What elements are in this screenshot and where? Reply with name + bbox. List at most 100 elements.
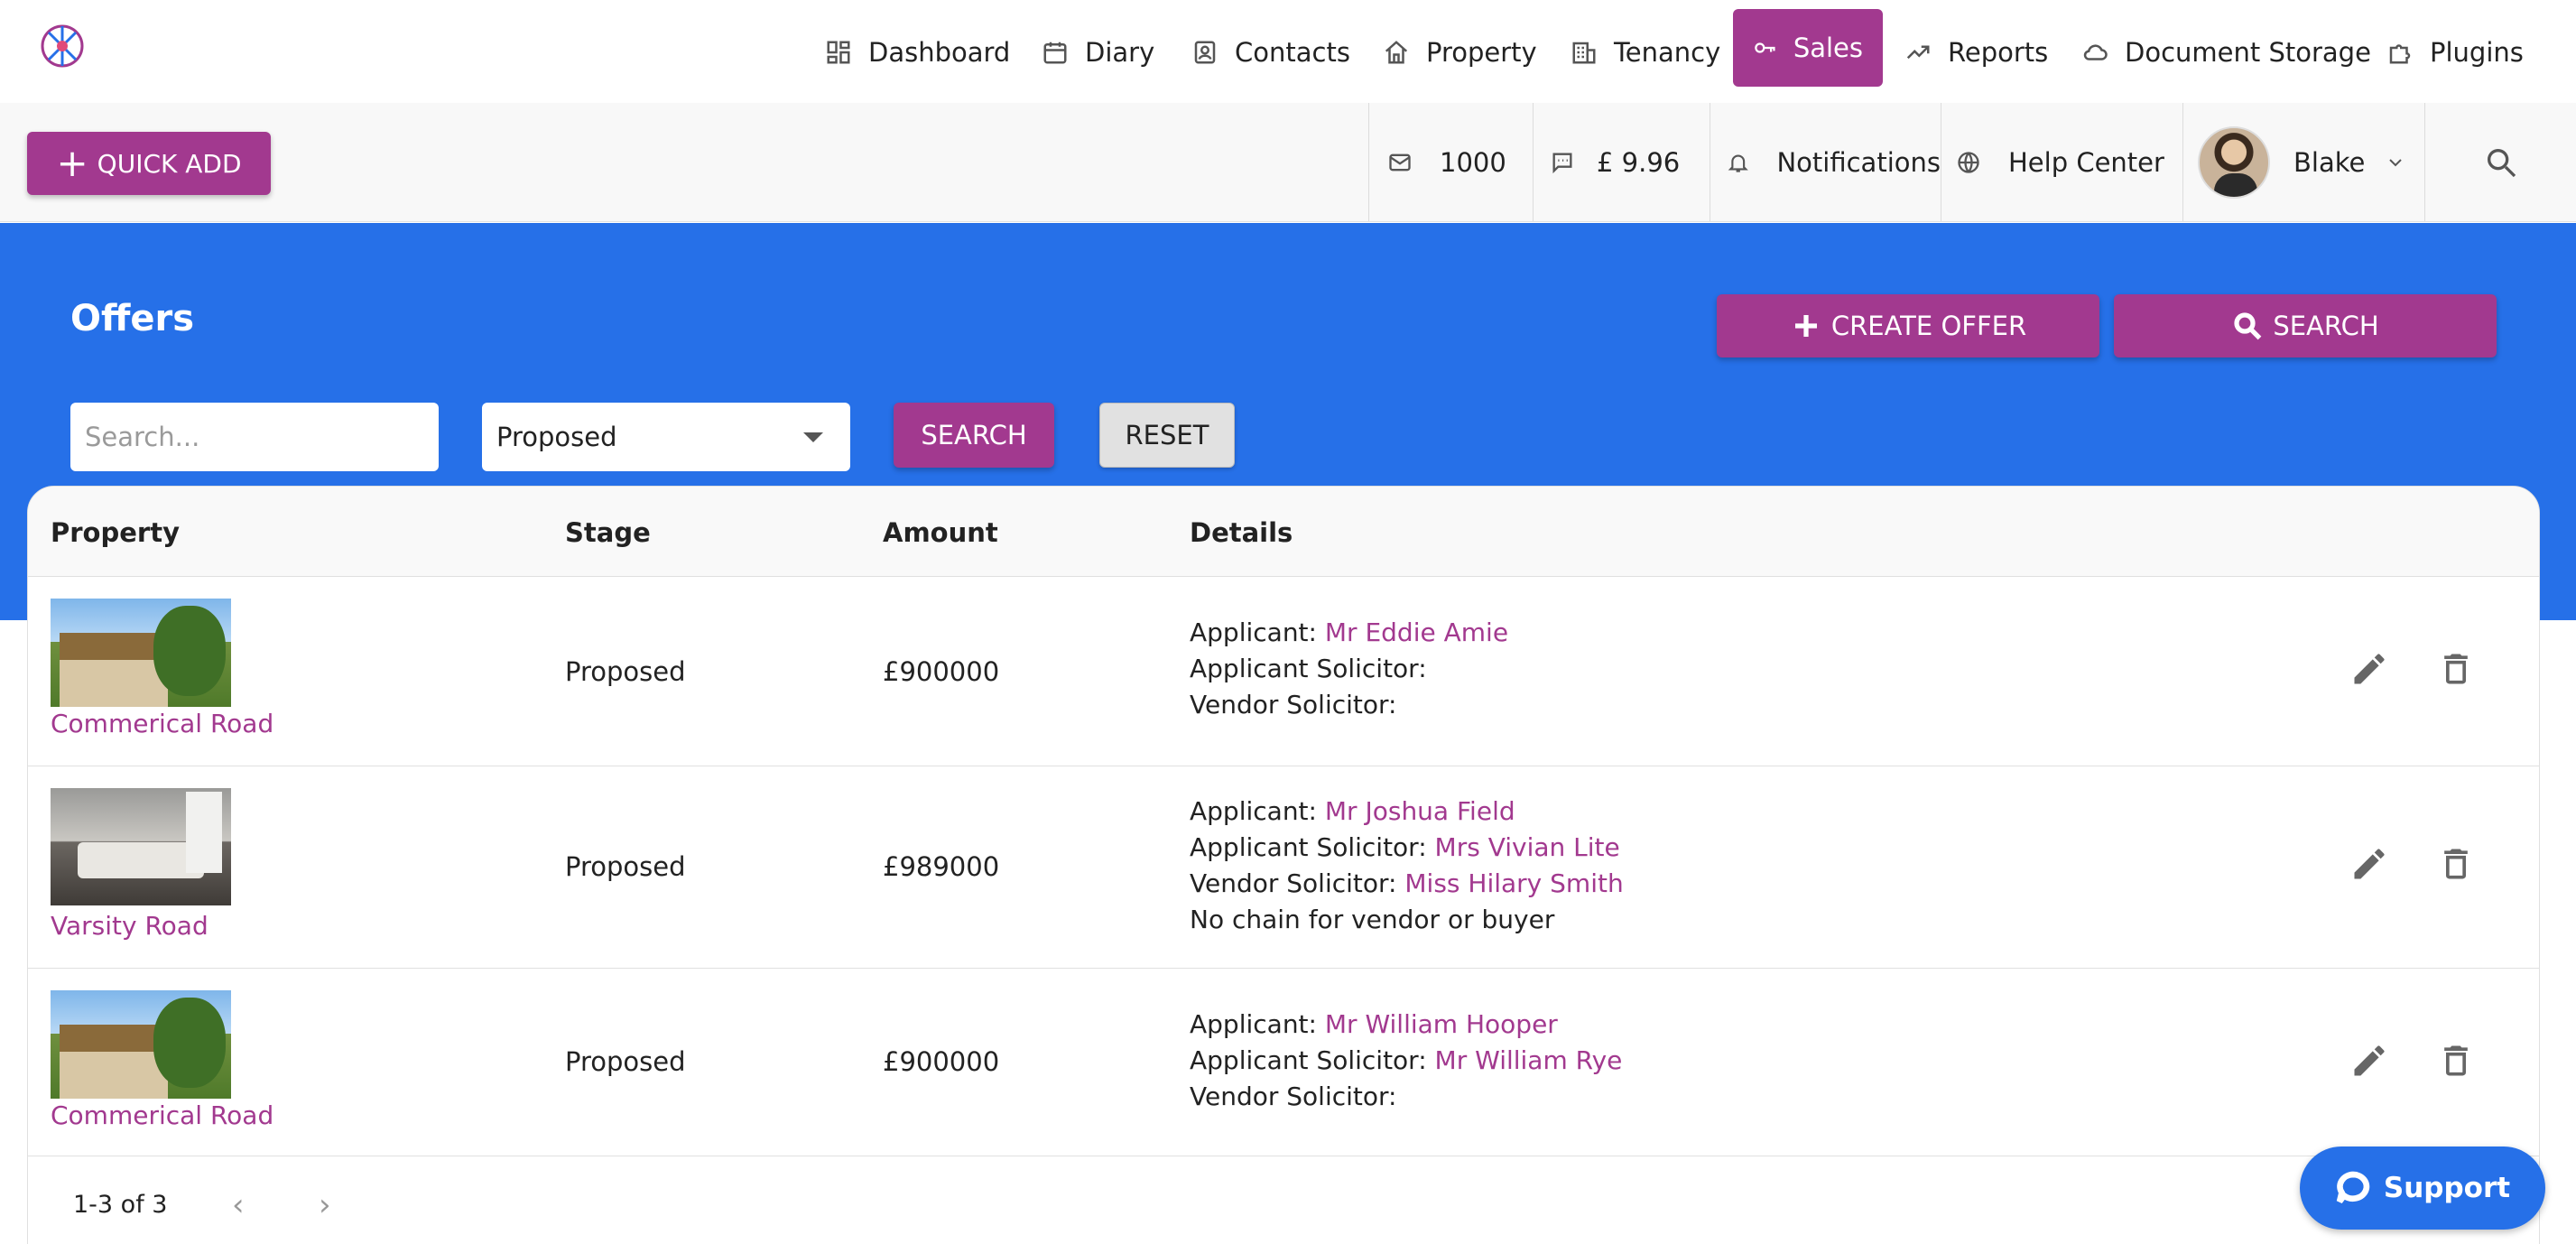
offers-table: Property Stage Amount Details Commerical… [27,486,2540,1244]
dropdown-arrow-icon [803,432,823,442]
stage-cell: Proposed [565,851,686,882]
nav-plugins-label: Plugins [2430,37,2524,68]
support-label: Support [2383,1172,2511,1204]
user-name: Blake [2293,146,2366,178]
applicant-label: Applicant: [1190,796,1317,826]
stage-filter-select[interactable]: Proposed [482,403,850,471]
amount-cell: £989000 [883,851,1000,882]
nav-property[interactable]: Property [1383,18,1537,87]
nav-sales-label: Sales [1793,32,1863,63]
nav-tenancy[interactable]: Tenancy [1571,18,1720,87]
search-offers-label: SEARCH [2273,311,2379,341]
nav-plugins[interactable]: Plugins [2386,18,2524,87]
column-header-details[interactable]: Details [1190,517,1293,548]
column-header-property[interactable]: Property [51,517,180,548]
global-search[interactable] [2424,103,2576,221]
delete-icon[interactable] [2436,844,2476,884]
user-menu[interactable]: Blake [2182,103,2424,221]
nav-document-storage-label: Document Storage [2125,37,2371,68]
previous-page-button[interactable]: ‹ [232,1187,245,1223]
vendor-solicitor-label: Vendor Solicitor: [1190,1082,1397,1111]
building-icon [1572,42,1596,64]
filter-search-button[interactable]: SEARCH [894,403,1054,468]
vendor-solicitor-link[interactable]: Miss Hilary Smith [1404,868,1624,898]
table-row[interactable]: Commerical Road Proposed £900000 Applica… [28,577,2539,766]
details-cell: Applicant: Mr Eddie Amie Applicant Solic… [1190,615,1508,723]
pagination-range: 1-3 of 3 [73,1191,168,1219]
sms-balance[interactable]: £ 9.96 [1533,103,1710,221]
details-cell: Applicant: Mr Joshua Field Applicant Sol… [1190,794,1624,938]
column-header-amount[interactable]: Amount [883,517,998,548]
create-offer-button[interactable]: CREATE OFFER [1717,294,2099,357]
property-thumbnail[interactable] [51,788,231,905]
vendor-solicitor-label: Vendor Solicitor: [1190,690,1397,719]
support-button[interactable]: Support [2300,1147,2545,1230]
dashboard-icon [827,41,850,64]
globe-icon [1958,151,1979,173]
nav-tenancy-label: Tenancy [1614,37,1721,68]
bell-icon [1728,154,1748,172]
home-icon [1385,41,1408,64]
page-title: Offers [70,298,195,339]
notifications-label: Notifications [1776,146,1941,178]
toolbar: + QUICK ADD 1000 £ 9.96 Notifications He… [0,103,2576,222]
key-icon [1755,42,1775,53]
edit-icon[interactable] [2349,649,2389,689]
delete-icon[interactable] [2436,1041,2476,1081]
reset-button[interactable]: RESET [1099,403,1235,468]
applicant-solicitor-link[interactable]: Mrs Vivian Lite [1434,832,1620,862]
property-thumbnail[interactable] [51,990,231,1099]
mail-icon [1389,153,1411,171]
chevron-down-icon [2389,158,2403,166]
plus-icon [1794,315,1817,337]
applicant-solicitor-label: Applicant Solicitor: [1190,654,1427,683]
notifications[interactable]: Notifications [1710,103,1941,221]
avatar [2198,125,2270,199]
property-thumbnail[interactable] [51,599,231,707]
edit-icon[interactable] [2349,1041,2389,1081]
nav-diary-label: Diary [1085,37,1155,68]
applicant-link[interactable]: Mr Eddie Amie [1324,617,1509,647]
contacts-icon [1194,41,1216,64]
edit-icon[interactable] [2349,844,2389,884]
property-link[interactable]: Commerical Road [51,709,274,738]
quick-add-button[interactable]: + QUICK ADD [27,132,271,195]
property-link[interactable]: Varsity Road [51,911,208,941]
reset-label: RESET [1125,420,1209,450]
nav-reports-label: Reports [1948,37,2049,68]
email-credits[interactable]: 1000 [1368,103,1533,221]
cloud-icon [2083,44,2108,60]
help-center[interactable]: Help Center [1941,103,2182,221]
nav-diary[interactable]: Diary [1042,18,1154,87]
table-header: Property Stage Amount Details [28,487,2539,577]
property-link[interactable]: Commerical Road [51,1100,274,1130]
nav-dashboard-label: Dashboard [868,37,1011,68]
search-icon [2487,148,2516,177]
stage-cell: Proposed [565,1046,686,1077]
applicant-link[interactable]: Mr Joshua Field [1324,796,1515,826]
stage-filter-value: Proposed [496,422,617,452]
stage-cell: Proposed [565,656,686,687]
applicant-link[interactable]: Mr William Hooper [1324,1009,1558,1039]
amount-cell: £900000 [883,656,1000,687]
nav-document-storage[interactable]: Document Storage [2081,18,2371,87]
app-logo[interactable] [36,20,88,72]
applicant-label: Applicant: [1190,617,1317,647]
search-offers-button[interactable]: SEARCH [2114,294,2497,357]
column-header-stage[interactable]: Stage [565,517,651,548]
nav-contacts[interactable]: Contacts [1191,18,1350,87]
next-page-button[interactable]: › [319,1187,331,1223]
applicant-solicitor-link[interactable]: Mr William Rye [1434,1045,1623,1075]
nav-sales[interactable]: Sales [1733,9,1883,87]
nav-reports[interactable]: Reports [1904,18,2048,87]
calendar-icon [1043,42,1067,64]
puzzle-icon [2389,44,2411,64]
applicant-solicitor-label: Applicant Solicitor: [1190,1045,1427,1075]
table-row[interactable]: Commerical Road Proposed £900000 Applica… [28,969,2539,1156]
sms-balance-value: £ 9.96 [1597,146,1681,178]
table-row[interactable]: Varsity Road Proposed £989000 Applicant:… [28,766,2539,969]
vendor-solicitor-label: Vendor Solicitor: [1190,868,1397,898]
delete-icon[interactable] [2436,649,2476,689]
nav-dashboard[interactable]: Dashboard [825,18,1010,87]
search-input[interactable] [70,403,439,471]
